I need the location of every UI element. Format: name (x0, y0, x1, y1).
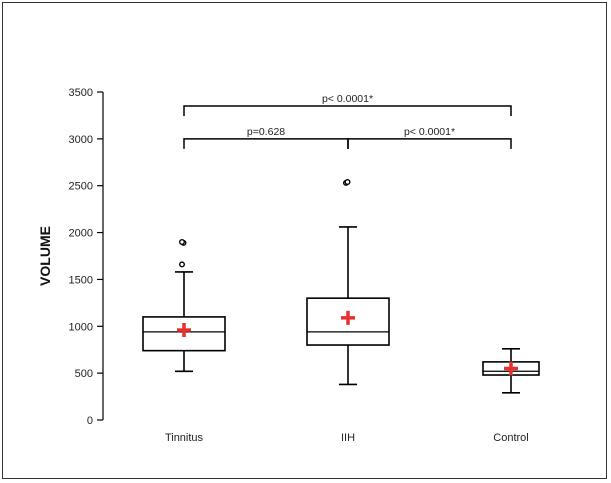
x-category-label: Control (493, 432, 528, 444)
p-value-label: p< 0.0001* (322, 93, 373, 105)
significance-bracket: p< 0.0001* (347, 126, 512, 149)
y-tick-label: 1000 (69, 321, 93, 333)
y-axis-label: VOLUME (37, 226, 53, 286)
significance-bracket: p=0.628 (183, 126, 349, 149)
box-plot-chart: 0 500 1000 1500 2000 2500 3000 3500 VOLUME Tinnit… (37, 87, 540, 444)
x-category-label: IIH (341, 432, 355, 444)
bracket-line (183, 105, 512, 117)
box-tinnitus (142, 238, 226, 373)
x-category-label: Tinnitus (165, 432, 204, 444)
outlier-point (178, 238, 185, 245)
p-value-label: p< 0.0001* (404, 126, 455, 138)
y-tick-label: 500 (75, 368, 93, 380)
y-tick-label: 2000 (69, 228, 93, 240)
outlier-point (344, 178, 351, 185)
outlier-point (178, 261, 185, 268)
y-tick-label: 3500 (69, 87, 93, 99)
box-iih (306, 178, 390, 386)
figure-frame: 0 500 1000 1500 2000 2500 3000 3500 VOLUME Tinnit… (2, 2, 607, 479)
box-control (482, 347, 540, 394)
y-tick-label: 1500 (69, 274, 93, 286)
y-tick-label: 0 (87, 415, 93, 427)
bracket-line (347, 138, 512, 149)
significance-bracket: p< 0.0001* (183, 93, 512, 117)
bracket-line (183, 138, 349, 149)
y-tick-label: 2500 (69, 181, 93, 193)
p-value-label: p=0.628 (247, 126, 285, 138)
y-tick-label: 3000 (69, 134, 93, 146)
